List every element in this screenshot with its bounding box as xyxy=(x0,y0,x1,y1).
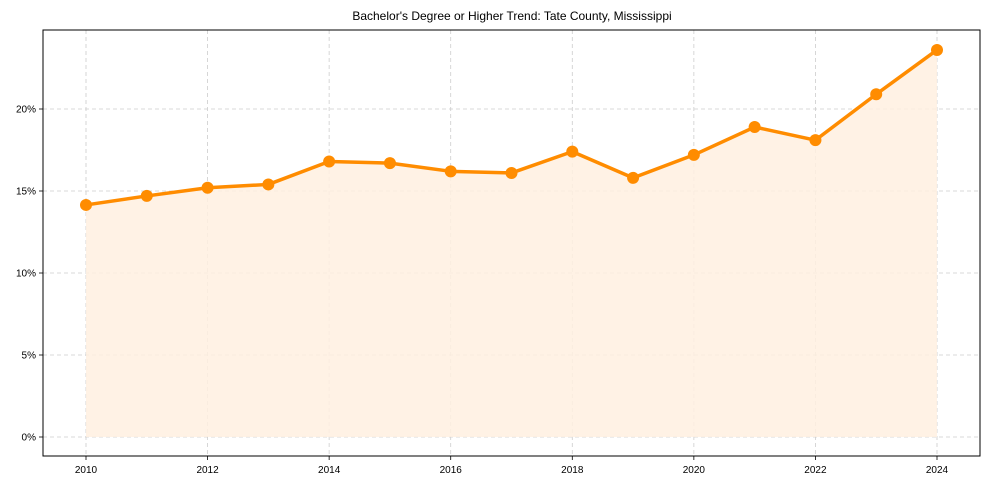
x-tick-label: 2024 xyxy=(926,465,949,476)
y-tick-label: 0% xyxy=(22,433,37,444)
data-point xyxy=(931,43,943,56)
x-tick-label: 2022 xyxy=(804,465,827,476)
data-point xyxy=(627,171,640,184)
data-point xyxy=(748,121,761,134)
data-point xyxy=(140,189,153,202)
area-fill xyxy=(86,49,937,438)
x-tick-label: 2018 xyxy=(561,465,584,476)
data-point xyxy=(870,88,883,101)
chart-title: Bachelor's Degree or Higher Trend: Tate … xyxy=(352,9,671,23)
data-point xyxy=(201,181,214,194)
data-point xyxy=(262,178,275,191)
data-point xyxy=(687,148,700,161)
y-tick-label: 15% xyxy=(16,187,36,198)
data-point xyxy=(323,155,336,168)
data-point xyxy=(383,157,396,170)
x-tick-label: 2020 xyxy=(683,465,706,476)
axes-frame xyxy=(42,29,981,457)
y-tick-label: 20% xyxy=(16,105,36,116)
x-tick-label: 2012 xyxy=(196,465,219,476)
x-tick-label: 2016 xyxy=(440,465,463,476)
data-point xyxy=(80,198,92,211)
data-point xyxy=(809,134,822,147)
y-tick-label: 10% xyxy=(16,269,36,280)
x-tick-label: 2010 xyxy=(75,465,98,476)
y-tick-label: 5% xyxy=(22,351,37,362)
x-axis-ticks: 2010 2012 2014 2016 2018 2020 2022 2024 xyxy=(75,456,949,476)
y-axis-ticks: 0% 5% 10% 15% 20% xyxy=(16,105,43,444)
data-point xyxy=(566,145,579,158)
data-markers xyxy=(80,43,943,211)
x-tick-label: 2014 xyxy=(318,465,341,476)
data-point xyxy=(505,166,518,179)
data-point xyxy=(444,165,457,178)
